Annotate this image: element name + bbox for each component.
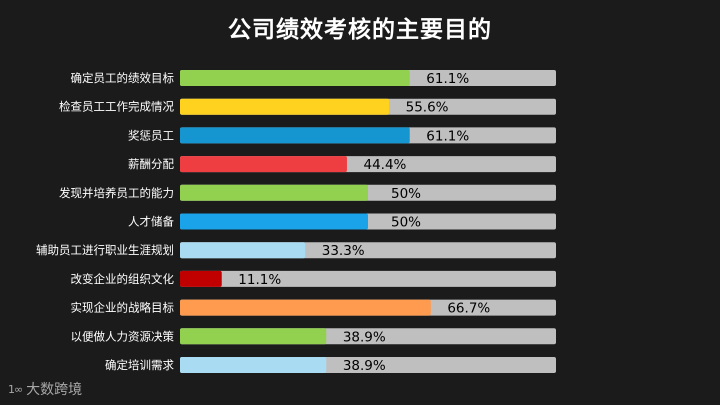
bar	[180, 242, 306, 259]
value-label: 11.1%	[238, 272, 281, 288]
logo-icon: 1∞	[8, 382, 23, 396]
category-label: 确定员工的绩效目标	[71, 71, 175, 85]
category-label: 奖惩员工	[128, 128, 174, 142]
category-label: 薪酬分配	[128, 157, 174, 171]
bar-row: 实现企业的战略目标 66.7%	[71, 299, 556, 317]
bar	[180, 328, 327, 345]
chart-title: 公司绩效考核的主要目的	[228, 17, 492, 43]
value-label: 44.4%	[363, 157, 406, 173]
category-label: 辅助员工进行职业生涯规划	[36, 243, 174, 257]
bar	[180, 357, 327, 373]
bar-row: 奖惩员工 61.1%	[128, 127, 556, 144]
bar-row: 改变企业的组织文化 11.1%	[71, 270, 556, 288]
bar	[180, 70, 410, 86]
bar-row: 检查员工工作完成情况 55.6%	[59, 98, 556, 116]
category-label: 以便做人力资源决策	[71, 329, 175, 343]
value-label: 55.6%	[406, 100, 449, 116]
bar	[180, 127, 410, 144]
value-label: 33.3%	[322, 243, 365, 259]
bar-row: 薪酬分配 44.4%	[128, 156, 556, 173]
category-label: 实现企业的战略目标	[71, 301, 175, 315]
value-label: 38.9%	[343, 329, 386, 345]
value-label: 50%	[391, 186, 421, 202]
bar	[180, 98, 390, 115]
bar	[180, 213, 368, 230]
bar-row: 人才储备 50%	[128, 213, 556, 231]
bar-track	[180, 270, 556, 287]
value-label: 61.1%	[426, 128, 469, 144]
bar-row: 确定培训需求 38.9%	[105, 357, 556, 374]
value-label: 50%	[391, 215, 421, 231]
category-label: 检查员工工作完成情况	[59, 100, 174, 114]
category-label: 人才储备	[128, 215, 174, 229]
bar	[180, 299, 431, 316]
bar	[180, 184, 368, 201]
bar-row: 辅助员工进行职业生涯规划 33.3%	[36, 242, 556, 259]
bar	[180, 270, 222, 287]
bar-row: 发现并培养员工的能力 50%	[59, 184, 556, 202]
bar-row: 以便做人力资源决策 38.9%	[71, 328, 556, 345]
value-label: 38.9%	[343, 358, 386, 374]
bar-row: 确定员工的绩效目标 61.1%	[71, 70, 556, 87]
category-label: 发现并培养员工的能力	[59, 186, 174, 200]
brand-logo: 1∞ 大数跨境	[8, 379, 82, 399]
category-label: 确定培训需求	[105, 358, 174, 372]
value-label: 61.1%	[426, 71, 469, 87]
logo-text: 大数跨境	[26, 382, 83, 398]
category-label: 改变企业的组织文化	[71, 272, 175, 286]
value-label: 66.7%	[447, 301, 490, 317]
bar	[180, 156, 347, 173]
